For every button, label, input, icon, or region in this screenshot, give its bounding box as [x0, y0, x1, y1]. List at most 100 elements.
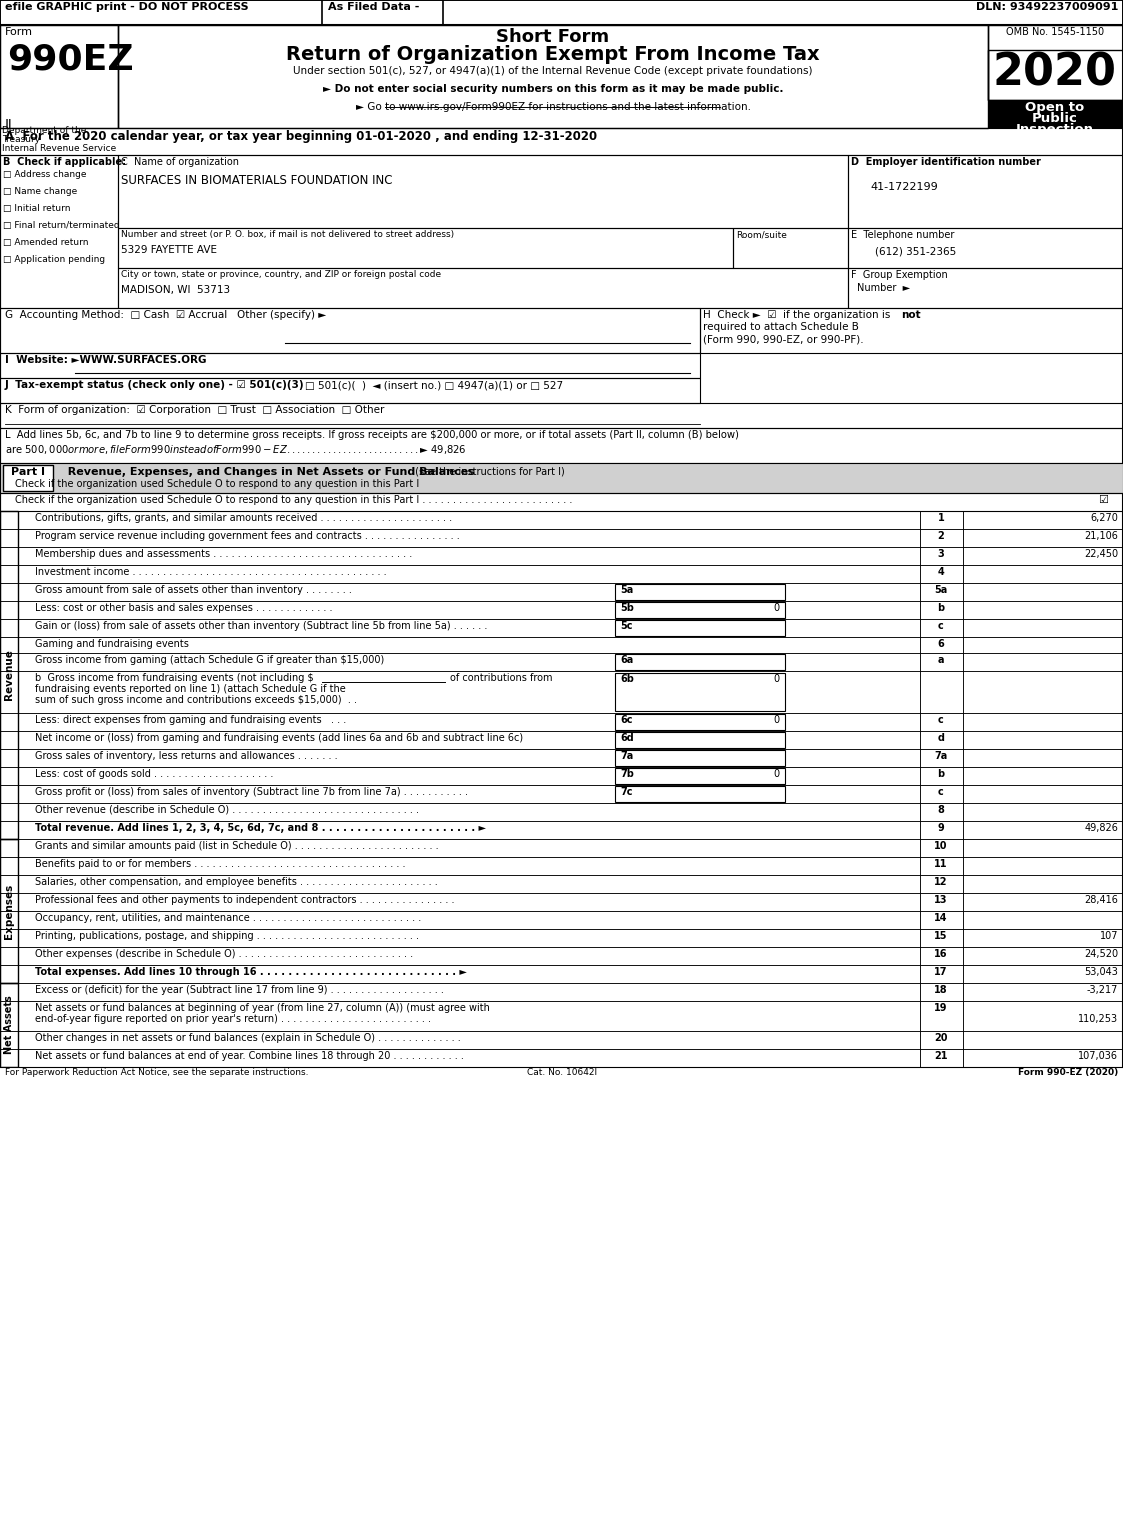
Bar: [0, 354, 700, 378]
Bar: [920, 767, 964, 785]
Text: (Form 990, 990-EZ, or 990-PF).: (Form 990, 990-EZ, or 990-PF).: [703, 334, 864, 345]
Text: For Paperwork Reduction Act Notice, see the separate instructions.: For Paperwork Reduction Act Notice, see …: [4, 1069, 309, 1076]
Text: efile GRAPHIC print - DO NOT PROCESS: efile GRAPHIC print - DO NOT PROCESS: [4, 2, 248, 12]
Bar: [0, 893, 920, 911]
Text: 4: 4: [938, 568, 944, 577]
Text: Revenue: Revenue: [4, 650, 13, 700]
Bar: [615, 786, 785, 802]
Bar: [964, 1000, 1123, 1031]
Text: 7b: 7b: [620, 770, 633, 779]
Bar: [920, 984, 964, 1000]
Bar: [964, 785, 1123, 803]
Text: Return of Organization Exempt From Income Tax: Return of Organization Exempt From Incom…: [286, 46, 820, 64]
Bar: [0, 583, 920, 601]
Text: 7a: 7a: [934, 751, 948, 761]
Text: d: d: [938, 733, 944, 742]
Bar: [920, 619, 964, 638]
Bar: [920, 821, 964, 839]
Text: c: c: [938, 621, 943, 631]
Bar: [615, 603, 785, 618]
Bar: [964, 748, 1123, 767]
Bar: [964, 713, 1123, 732]
Bar: [964, 601, 1123, 619]
Bar: [964, 583, 1123, 601]
Bar: [920, 565, 964, 583]
Text: Expenses: Expenses: [4, 883, 13, 938]
Text: Contributions, gifts, grants, and similar amounts received . . . . . . . . . . .: Contributions, gifts, grants, and simila…: [35, 513, 453, 524]
Bar: [0, 512, 920, 528]
Bar: [964, 858, 1123, 874]
Bar: [0, 638, 920, 653]
Bar: [0, 463, 1123, 493]
Text: B  Check if applicable:: B Check if applicable:: [3, 156, 126, 167]
Bar: [964, 984, 1123, 1000]
Text: Under section 501(c), 527, or 4947(a)(1) of the Internal Revenue Code (except pr: Under section 501(c), 527, or 4947(a)(1)…: [293, 65, 813, 76]
Bar: [964, 619, 1123, 638]
Text: 19: 19: [934, 1003, 948, 1013]
Bar: [964, 1031, 1123, 1049]
Text: 22,450: 22,450: [1084, 550, 1119, 559]
Text: 21,106: 21,106: [1084, 531, 1119, 540]
Bar: [0, 653, 920, 671]
Bar: [848, 228, 1123, 269]
Bar: [964, 528, 1123, 546]
Bar: [3, 465, 53, 490]
Text: Other expenses (describe in Schedule O) . . . . . . . . . . . . . . . . . . . . : Other expenses (describe in Schedule O) …: [35, 949, 413, 959]
Text: A  For the 2020 calendar year, or tax year beginning 01-01-2020 , and ending 12-: A For the 2020 calendar year, or tax yea…: [4, 131, 597, 143]
Bar: [0, 984, 920, 1000]
Bar: [964, 965, 1123, 984]
Bar: [0, 24, 118, 128]
Text: □ Final return/terminated: □ Final return/terminated: [3, 222, 120, 231]
Bar: [920, 1031, 964, 1049]
Text: 11: 11: [934, 859, 948, 868]
Bar: [0, 1049, 920, 1067]
Text: 5329 FAYETTE AVE: 5329 FAYETTE AVE: [121, 244, 217, 255]
Text: 13: 13: [934, 896, 948, 905]
Bar: [0, 874, 920, 893]
Text: sum of such gross income and contributions exceeds $15,000)  . .: sum of such gross income and contributio…: [35, 695, 357, 704]
Text: ► Go to www.irs.gov/Form990EZ for instructions and the latest information.: ► Go to www.irs.gov/Form990EZ for instru…: [356, 102, 750, 112]
Text: 16: 16: [934, 949, 948, 959]
Text: Form: Form: [4, 27, 33, 36]
Text: Public: Public: [1032, 112, 1078, 124]
Text: Number and street (or P. O. box, if mail is not delivered to street address): Number and street (or P. O. box, if mail…: [121, 231, 454, 238]
Bar: [964, 767, 1123, 785]
Text: 41-1722199: 41-1722199: [870, 182, 938, 191]
Bar: [0, 929, 920, 947]
Bar: [964, 671, 1123, 713]
Text: Benefits paid to or for members . . . . . . . . . . . . . . . . . . . . . . . . : Benefits paid to or for members . . . . …: [35, 859, 405, 868]
Bar: [964, 821, 1123, 839]
Bar: [920, 839, 964, 858]
Text: SURFACES IN BIOMATERIALS FOUNDATION INC: SURFACES IN BIOMATERIALS FOUNDATION INC: [121, 175, 393, 187]
Text: (see the instructions for Part I): (see the instructions for Part I): [412, 468, 565, 477]
Bar: [0, 493, 1123, 512]
Text: 107,036: 107,036: [1078, 1050, 1119, 1061]
Bar: [920, 1000, 964, 1031]
Bar: [0, 839, 18, 984]
Text: Short Form: Short Form: [496, 27, 610, 46]
Bar: [920, 874, 964, 893]
Bar: [615, 713, 785, 730]
Text: 5b: 5b: [620, 603, 633, 613]
Bar: [920, 671, 964, 713]
Bar: [848, 155, 1123, 228]
Bar: [0, 155, 118, 308]
Text: Occupancy, rent, utilities, and maintenance . . . . . . . . . . . . . . . . . . : Occupancy, rent, utilities, and maintena…: [35, 912, 421, 923]
Bar: [0, 601, 920, 619]
Bar: [964, 803, 1123, 821]
Bar: [0, 732, 920, 748]
Text: 24,520: 24,520: [1084, 949, 1119, 959]
Bar: [615, 584, 785, 600]
Bar: [0, 128, 1123, 155]
Bar: [920, 965, 964, 984]
Text: not: not: [901, 310, 921, 320]
Text: Ⅱ: Ⅱ: [4, 118, 11, 132]
Text: □ Initial return: □ Initial return: [3, 203, 71, 213]
Text: Other changes in net assets or fund balances (explain in Schedule O) . . . . . .: Other changes in net assets or fund bala…: [35, 1034, 460, 1043]
Text: J  Tax-exempt status (check only one) - ☑ 501(c)(3): J Tax-exempt status (check only one) - ☑…: [4, 380, 304, 390]
Bar: [0, 821, 920, 839]
Text: Part I: Part I: [11, 468, 45, 477]
Bar: [920, 583, 964, 601]
Text: Net assets or fund balances at end of year. Combine lines 18 through 20 . . . . : Net assets or fund balances at end of ye…: [35, 1050, 464, 1061]
Text: Salaries, other compensation, and employee benefits . . . . . . . . . . . . . . : Salaries, other compensation, and employ…: [35, 877, 438, 887]
